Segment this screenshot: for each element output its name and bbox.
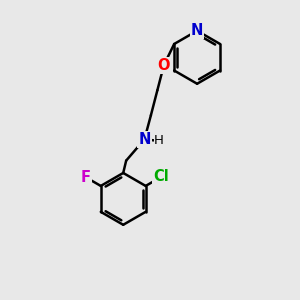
Text: O: O [158, 58, 170, 73]
Text: F: F [81, 170, 91, 185]
Text: Cl: Cl [154, 169, 169, 184]
Text: N: N [138, 132, 151, 147]
Text: N: N [191, 23, 203, 38]
Text: H: H [154, 134, 164, 147]
